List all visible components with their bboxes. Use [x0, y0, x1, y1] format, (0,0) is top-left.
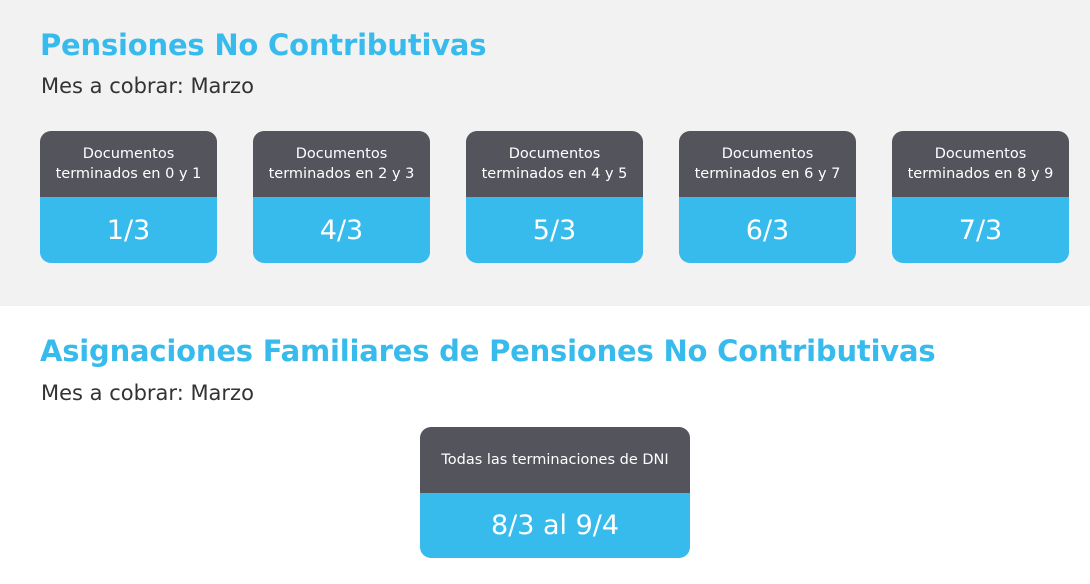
payment-card-4-5: Documentos terminados en 4 y 5 5/3 — [466, 131, 643, 263]
card-date: 6/3 — [679, 197, 856, 263]
pensiones-section: Pensiones No Contributivas Mes a cobrar:… — [0, 0, 1090, 306]
card-label: Todas las terminaciones de DNI — [420, 427, 690, 493]
asignaciones-section: Asignaciones Familiares de Pensiones No … — [0, 306, 1090, 584]
card-label: Documentos terminados en 0 y 1 — [40, 131, 217, 197]
payment-card-all-dni: Todas las terminaciones de DNI 8/3 al 9/… — [420, 427, 690, 558]
card-label: Documentos terminados en 8 y 9 — [892, 131, 1069, 197]
card-date: 7/3 — [892, 197, 1069, 263]
card-date: 1/3 — [40, 197, 217, 263]
card-date: 5/3 — [466, 197, 643, 263]
pensiones-subtitle: Mes a cobrar: Marzo — [41, 74, 254, 98]
payment-card-6-7: Documentos terminados en 6 y 7 6/3 — [679, 131, 856, 263]
card-label: Documentos terminados en 6 y 7 — [679, 131, 856, 197]
payment-card-8-9: Documentos terminados en 8 y 9 7/3 — [892, 131, 1069, 263]
payment-card-2-3: Documentos terminados en 2 y 3 4/3 — [253, 131, 430, 263]
asignaciones-title: Asignaciones Familiares de Pensiones No … — [40, 334, 936, 368]
asignaciones-subtitle: Mes a cobrar: Marzo — [41, 381, 254, 405]
pensiones-title: Pensiones No Contributivas — [40, 28, 487, 62]
card-label: Documentos terminados en 4 y 5 — [466, 131, 643, 197]
payment-card-0-1: Documentos terminados en 0 y 1 1/3 — [40, 131, 217, 263]
card-date: 4/3 — [253, 197, 430, 263]
card-date: 8/3 al 9/4 — [420, 493, 690, 558]
card-label: Documentos terminados en 2 y 3 — [253, 131, 430, 197]
